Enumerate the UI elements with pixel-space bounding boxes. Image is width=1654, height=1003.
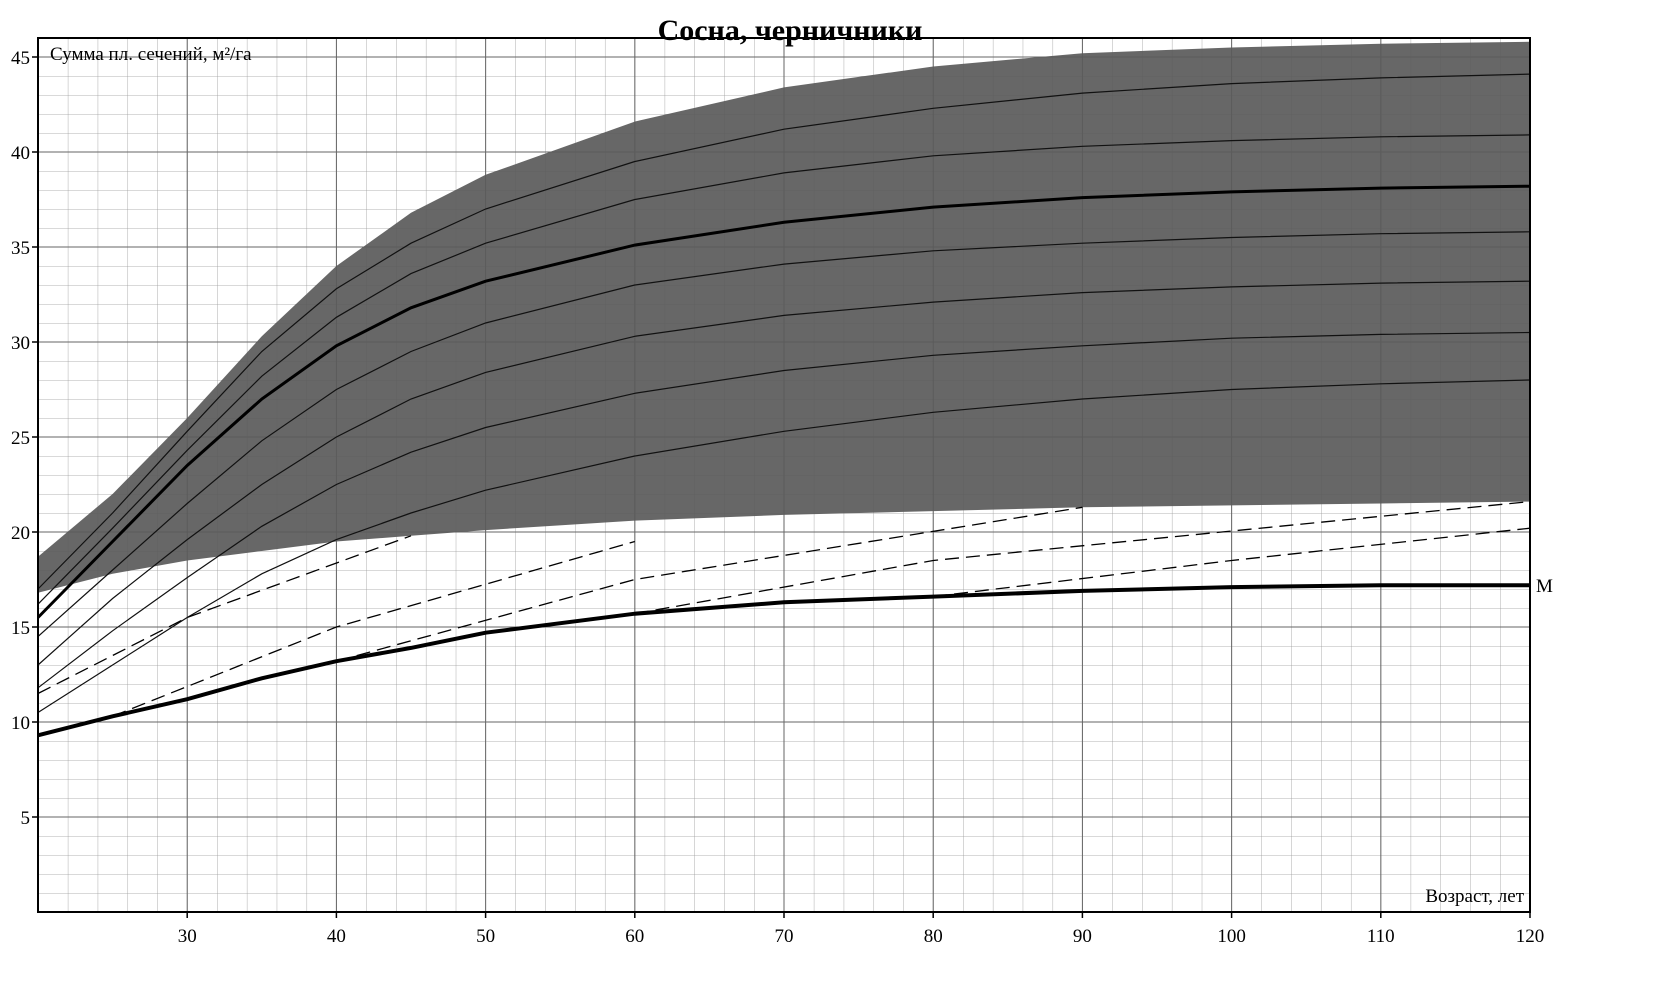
line <box>37 280 1531 666</box>
y-tick-label: 15 <box>11 618 30 639</box>
line <box>37 231 1531 637</box>
y-tick-label: 40 <box>11 143 30 164</box>
y-tick-label: 35 <box>11 238 30 259</box>
x-tick-label: 40 <box>327 926 346 947</box>
x-tick-label: 80 <box>924 926 943 947</box>
x-tick-label: 30 <box>178 926 197 947</box>
x-tick-label: 120 <box>1516 926 1545 947</box>
band-area <box>38 41 1530 593</box>
line <box>36 184 1531 619</box>
y-tick-label: 30 <box>11 333 30 354</box>
dashed-line <box>37 535 412 695</box>
y-tick-label: 10 <box>11 713 30 734</box>
dashed-line <box>336 506 1083 662</box>
x-tick-label: 60 <box>625 926 644 947</box>
series-label: M <box>1536 576 1553 597</box>
dashed-line <box>933 527 1531 598</box>
x-tick-label: 50 <box>476 926 495 947</box>
line <box>37 134 1531 605</box>
dashed-line <box>634 500 1531 615</box>
dashed-line <box>112 540 635 717</box>
y-axis-label: Сумма пл. сечений, м²/га <box>50 44 252 65</box>
line <box>37 379 1531 714</box>
line <box>37 331 1531 689</box>
y-tick-label: 25 <box>11 428 30 449</box>
x-tick-label: 90 <box>1073 926 1092 947</box>
y-tick-label: 5 <box>21 808 31 829</box>
chart-title: Сосна, черничники <box>658 14 923 47</box>
line <box>37 73 1531 590</box>
x-tick-label: 100 <box>1217 926 1246 947</box>
x-tick-label: 70 <box>775 926 794 947</box>
x-axis-label: Возраст, лет <box>1425 886 1524 907</box>
y-tick-label: 20 <box>11 523 30 544</box>
line <box>37 583 1530 738</box>
y-tick-label: 45 <box>11 48 30 69</box>
x-tick-label: 110 <box>1367 926 1395 947</box>
